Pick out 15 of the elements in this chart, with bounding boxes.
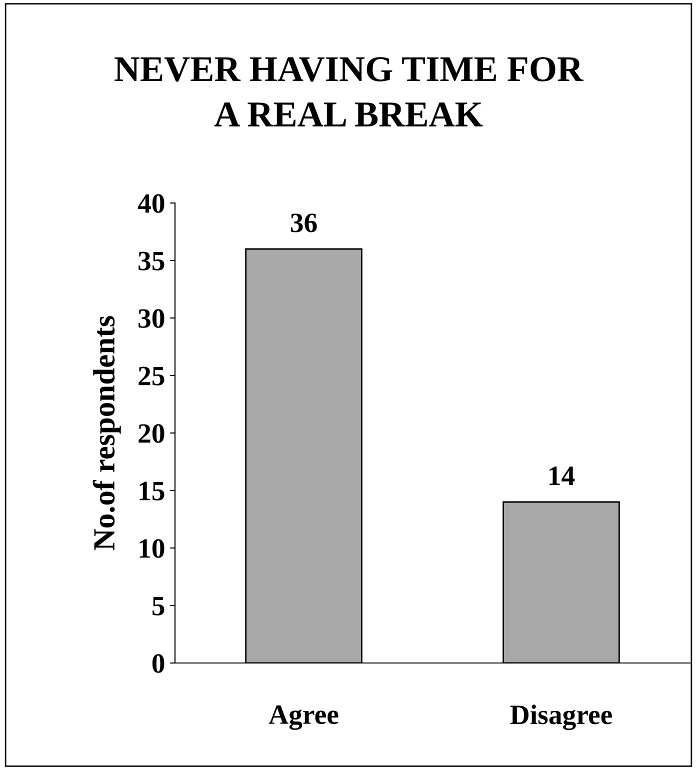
y-axis-title: No.of respondents <box>92 316 121 550</box>
y-tick-label: 20 <box>138 424 164 443</box>
y-tick-label: 5 <box>152 596 164 616</box>
chart-title: NEVER HAVING TIME FOR A REAL BREAK <box>114 57 584 126</box>
y-tick-label: 40 <box>138 194 164 213</box>
x-tick-label: Disagree <box>510 704 612 730</box>
y-tick-label: 10 <box>140 539 164 558</box>
y-tick-label: 35 <box>138 252 164 270</box>
x-tick-label: Agree <box>268 705 338 730</box>
y-tick-label: 0 <box>152 654 164 673</box>
y-tick-label: 15 <box>140 482 164 500</box>
data-label: 14 <box>550 466 575 485</box>
y-tick-label: 25 <box>138 366 164 386</box>
data-label: 36 <box>290 214 317 232</box>
y-tick-label: 30 <box>138 309 164 328</box>
